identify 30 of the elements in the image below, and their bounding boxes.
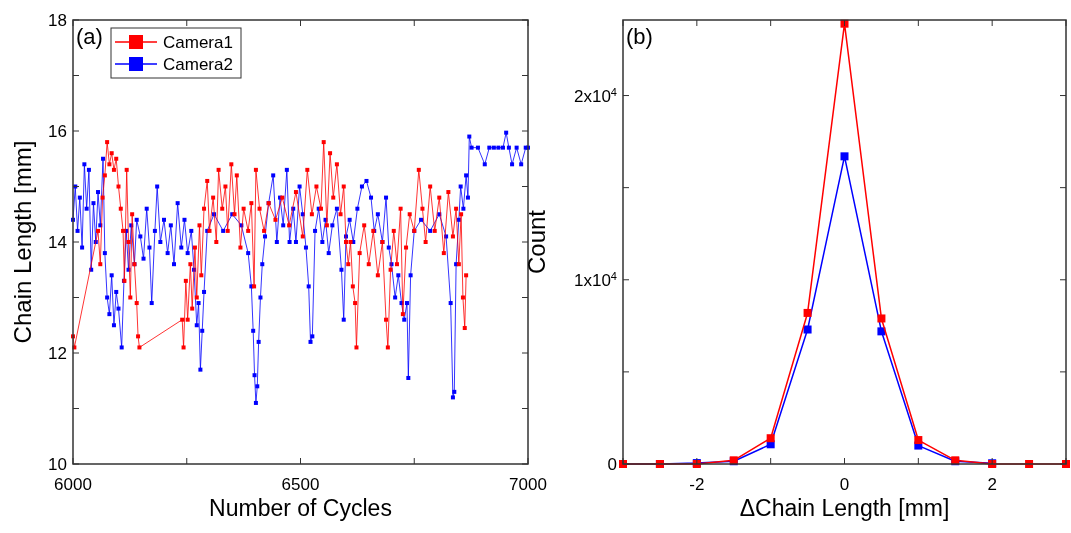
point	[877, 314, 886, 323]
x-tick-label: 2	[987, 475, 997, 494]
y-tick-label: 0	[607, 455, 617, 474]
x-axis-title: ΔChain Length [mm]	[739, 495, 950, 521]
x-tick-label: -2	[689, 475, 705, 494]
y-axis-title: Chain Length [mm]	[9, 140, 36, 344]
y-tick-label: 18	[48, 11, 67, 30]
point	[877, 327, 886, 336]
y-tick-label: 16	[48, 122, 67, 141]
annotation: (b)	[626, 24, 653, 49]
point	[803, 308, 812, 317]
annotation: (a)	[76, 24, 103, 49]
x-tick-label: 6000	[54, 475, 92, 494]
point	[766, 434, 775, 443]
line-series	[619, 19, 1070, 468]
x-tick-label: 6500	[281, 475, 320, 494]
legend-label: Camera1	[163, 33, 233, 52]
y-tick-label: 10	[48, 455, 67, 474]
x-tick-label: 0	[839, 475, 850, 494]
point	[914, 436, 923, 445]
y-axis-title: Count	[523, 209, 550, 275]
legend-label: Camera2	[163, 55, 233, 74]
y-tick-label: 2x10$^{4}$	[573, 85, 617, 106]
point	[840, 152, 849, 161]
x-axis-title: Number of Cycles	[209, 495, 392, 521]
point	[803, 325, 812, 334]
x-tick-label: 7000	[509, 475, 547, 494]
y-tick-label: 1x10$^{4}$	[573, 269, 617, 290]
y-tick-label: 14	[48, 233, 67, 252]
y-tick-label: 12	[48, 344, 67, 363]
